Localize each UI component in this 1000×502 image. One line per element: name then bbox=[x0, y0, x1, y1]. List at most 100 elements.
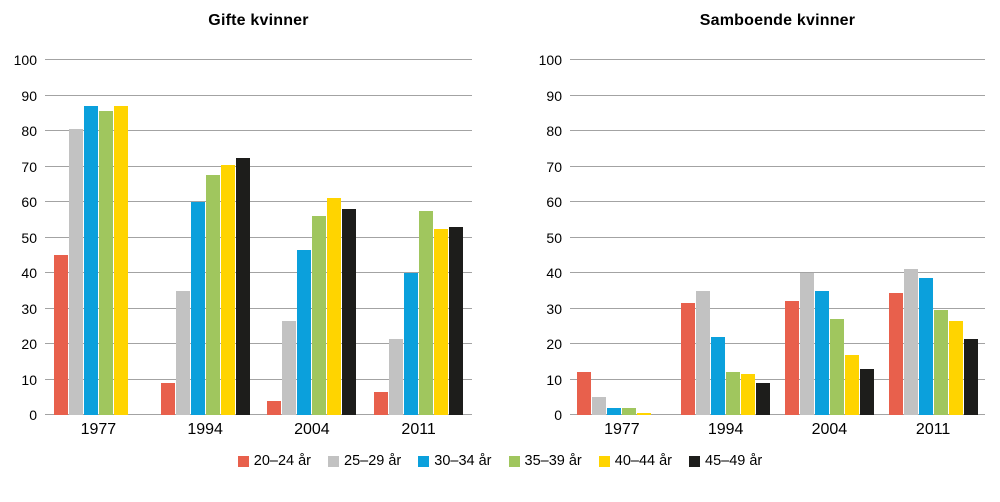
y-axis-tick-label: 60 bbox=[546, 194, 562, 210]
bar bbox=[434, 228, 449, 415]
bar-group-2004 bbox=[778, 60, 882, 415]
y-axis: 0 10 20 30 40 50 60 70 80 90 100 bbox=[500, 53, 570, 422]
x-axis-label: 1977 bbox=[604, 421, 640, 438]
legend: 20–24 år 25–29 år 30–34 år 35–39 år 40–44 år… bbox=[0, 453, 1000, 469]
chart-panel-gifte-kvinner: Gifte kvinner 0 10 20 30 40 50 60 70 80 90 100 197… bbox=[0, 0, 500, 445]
gridline bbox=[45, 59, 472, 60]
bar bbox=[83, 106, 98, 415]
bar bbox=[859, 368, 874, 415]
legend-swatch bbox=[418, 455, 430, 467]
gridline bbox=[45, 165, 472, 167]
y-axis-tick-label: 50 bbox=[546, 229, 562, 246]
x-axis-label: 2011 bbox=[915, 421, 951, 438]
plot-area bbox=[570, 59, 985, 415]
legend-swatch bbox=[237, 455, 249, 467]
gridline bbox=[570, 307, 985, 309]
charts-row: Gifte kvinner 0 10 20 30 40 50 60 70 80 90 100 197… bbox=[0, 0, 1000, 445]
bar bbox=[903, 269, 918, 415]
y-axis-tick-label: 60 bbox=[21, 194, 37, 210]
legend-item: 25–29 år bbox=[328, 453, 401, 469]
y-axis-tick-label: 10 bbox=[21, 371, 37, 388]
plot-area bbox=[45, 59, 472, 415]
gridline bbox=[45, 130, 472, 131]
gridline bbox=[570, 414, 985, 415]
bar bbox=[98, 111, 113, 415]
bar bbox=[160, 383, 175, 415]
bar bbox=[888, 292, 903, 415]
bar bbox=[53, 255, 68, 415]
y-axis-tick-label: 70 bbox=[21, 158, 37, 175]
x-axis: 1977 1994 2004 2011 bbox=[570, 415, 985, 445]
gridline bbox=[45, 272, 472, 273]
y-axis-tick-label: 100 bbox=[13, 52, 37, 68]
bar bbox=[711, 336, 726, 415]
bar-groups bbox=[570, 60, 985, 415]
bar bbox=[681, 303, 696, 415]
gridline bbox=[45, 378, 472, 380]
y-axis-tick-label: 80 bbox=[21, 123, 37, 139]
bar bbox=[814, 290, 829, 415]
bar bbox=[327, 198, 342, 415]
x-axis-label: 1994 bbox=[187, 421, 223, 438]
gridline bbox=[45, 343, 472, 344]
bar-groups bbox=[45, 60, 472, 415]
x-axis-label: 2004 bbox=[811, 421, 848, 438]
bar bbox=[175, 290, 190, 415]
y-axis-tick-label: 0 bbox=[29, 407, 37, 423]
bar bbox=[844, 354, 859, 415]
gridline bbox=[570, 94, 985, 96]
y-axis-tick-label: 30 bbox=[21, 300, 37, 317]
chart-panel-samboende-kvinner: Samboende kvinner 0 10 20 30 40 50 60 70 80 90 100… bbox=[500, 0, 1000, 445]
bar bbox=[637, 412, 652, 415]
bar bbox=[799, 273, 814, 415]
bar bbox=[592, 397, 607, 415]
gridline bbox=[45, 236, 472, 238]
gridline bbox=[570, 343, 985, 344]
y-axis-tick-label: 100 bbox=[538, 52, 562, 68]
gridline bbox=[570, 201, 985, 202]
bar bbox=[784, 301, 799, 415]
bar bbox=[190, 202, 205, 415]
bar bbox=[404, 273, 419, 415]
y-axis-tick-label: 70 bbox=[546, 158, 562, 175]
bar bbox=[267, 400, 282, 415]
legend-label: 35–39 år bbox=[524, 453, 582, 469]
x-axis-label: 1977 bbox=[80, 421, 117, 438]
bar bbox=[68, 129, 83, 415]
legend-item: 40–44 år bbox=[598, 453, 672, 469]
y-axis-tick-label: 40 bbox=[21, 265, 37, 281]
bar bbox=[577, 372, 592, 415]
legend-item: 30–34 år bbox=[418, 453, 492, 469]
bar bbox=[449, 226, 464, 415]
gridline bbox=[570, 59, 985, 60]
legend-swatch bbox=[598, 455, 610, 467]
x-axis-label: 2004 bbox=[294, 421, 330, 438]
bar-group-1977 bbox=[570, 60, 674, 415]
y-axis-tick-label: 50 bbox=[21, 229, 37, 246]
legend-item: 35–39 år bbox=[508, 453, 582, 469]
y-axis-tick-label: 20 bbox=[546, 336, 562, 352]
bar-group-1994 bbox=[152, 60, 259, 415]
gridline bbox=[570, 236, 985, 238]
plot-wrap: 0 10 20 30 40 50 60 70 80 90 100 bbox=[0, 53, 472, 422]
y-axis-tick-label: 90 bbox=[21, 87, 37, 104]
bar bbox=[297, 249, 312, 415]
bar bbox=[220, 164, 235, 415]
legend-swatch bbox=[689, 455, 700, 467]
x-axis-label: 1994 bbox=[707, 421, 744, 438]
bar bbox=[756, 383, 771, 415]
gridline bbox=[570, 130, 985, 131]
bar-group-2011 bbox=[881, 60, 985, 415]
bar bbox=[963, 338, 978, 415]
y-axis: 0 10 20 30 40 50 60 70 80 90 100 bbox=[0, 53, 45, 422]
legend-label: 20–24 år bbox=[253, 453, 311, 469]
legend-item: 45–49 år bbox=[689, 453, 762, 469]
y-axis-tick-label: 90 bbox=[546, 87, 562, 104]
bar bbox=[374, 391, 389, 415]
gridline bbox=[45, 94, 472, 96]
gridline bbox=[570, 378, 985, 380]
legend-item: 20–24 år bbox=[237, 453, 311, 469]
legend-label: 30–34 år bbox=[434, 453, 492, 469]
bar-group-1977 bbox=[45, 60, 152, 415]
bar bbox=[389, 338, 404, 415]
